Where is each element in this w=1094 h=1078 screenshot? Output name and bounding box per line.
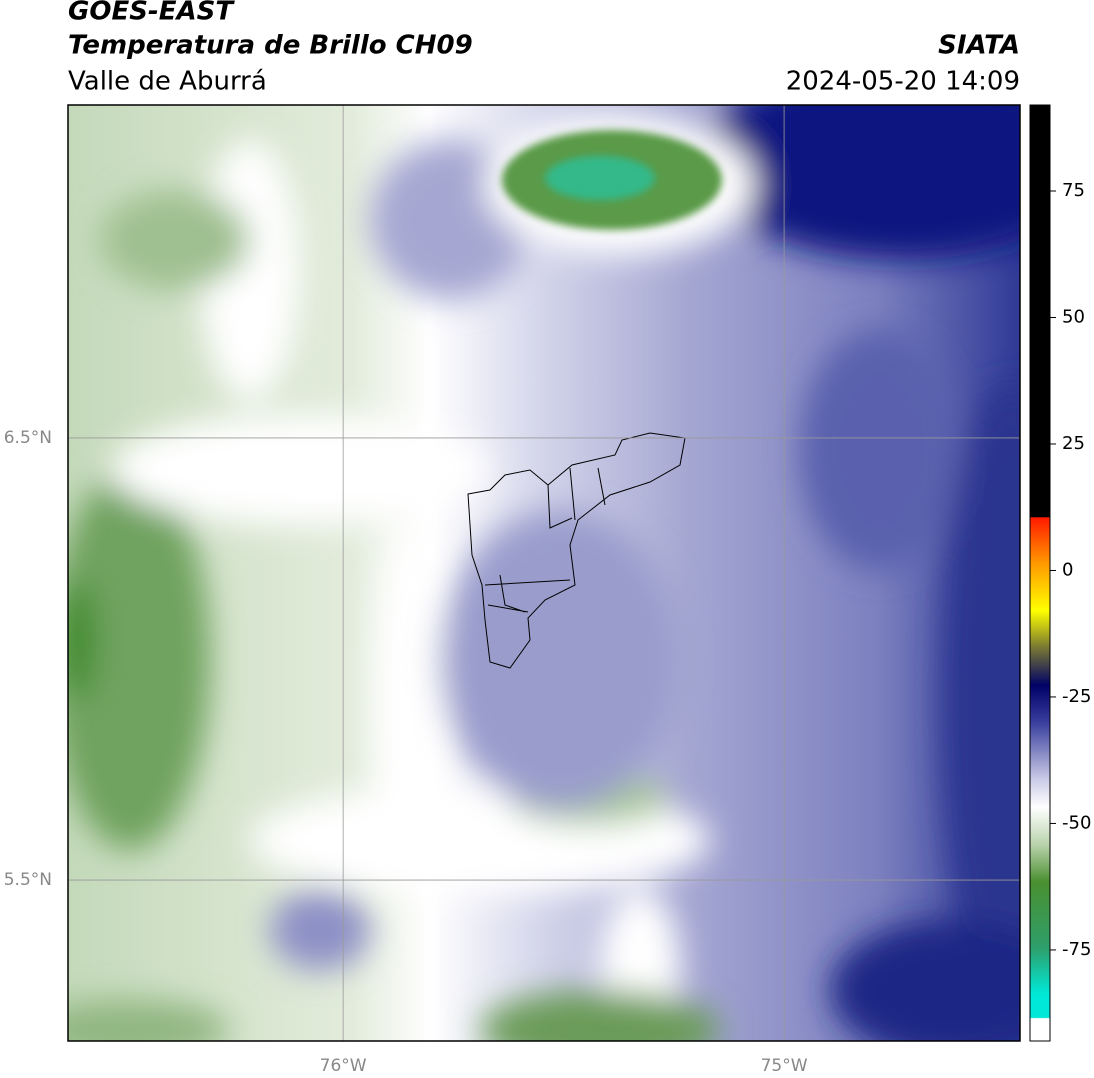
colorbar-label: -25 bbox=[1062, 686, 1091, 707]
subtitle: Temperatura de Brillo CH09 bbox=[68, 31, 473, 61]
lat-label: 5.5°N bbox=[4, 870, 52, 890]
graticule bbox=[68, 105, 1020, 1041]
valley-outline bbox=[467, 432, 686, 669]
title: GOES-EAST bbox=[68, 0, 235, 27]
colorbar-label: 25 bbox=[1062, 433, 1085, 454]
lon-label: 76°W bbox=[320, 1056, 367, 1076]
colorbar-label: 75 bbox=[1062, 180, 1085, 201]
colorbar bbox=[1029, 104, 1051, 1042]
colorbar-label: -75 bbox=[1062, 939, 1091, 960]
region: Valle de Aburrá bbox=[68, 67, 267, 97]
lat-label: 6.5°N bbox=[4, 428, 52, 448]
satellite-field bbox=[68, 105, 1020, 1041]
colorbar-label: 50 bbox=[1062, 306, 1085, 327]
colorbar-label: 0 bbox=[1062, 559, 1073, 580]
source: SIATA bbox=[938, 31, 1020, 61]
map-frame bbox=[67, 104, 1021, 1042]
datetime: 2024-05-20 14:09 bbox=[786, 67, 1020, 97]
colorbar-label: -50 bbox=[1062, 812, 1091, 833]
lon-label: 75°W bbox=[761, 1056, 808, 1076]
